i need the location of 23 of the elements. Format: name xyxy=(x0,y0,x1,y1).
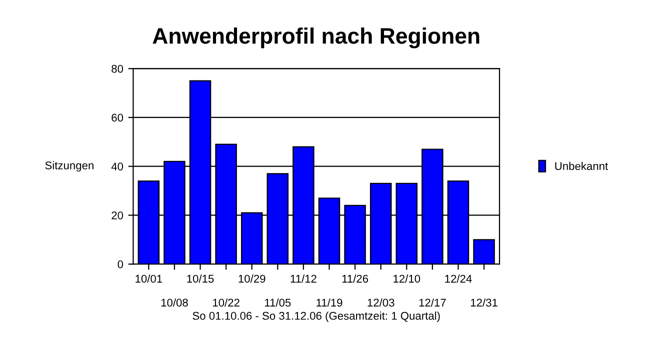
x-tick-label: 12/10 xyxy=(394,274,420,283)
x-tick-label: 10/22 xyxy=(213,298,240,307)
x-tick-label: 11/12 xyxy=(290,274,316,283)
chart-title: Anwenderprofil nach Regionen xyxy=(152,27,480,48)
x-tick-label: 10/15 xyxy=(187,274,214,283)
x-tick-label: 11/26 xyxy=(342,274,368,283)
y-tick-label: 20 xyxy=(112,212,124,220)
x-tick-label: 11/05 xyxy=(265,298,291,307)
x-tick-label: 12/31 xyxy=(470,298,498,307)
x-axis-title: So 01.10.06 - So 31.12.06 (Gesamtzeit: 1 Quartal) xyxy=(192,312,440,322)
x-tick-label: 12/17 xyxy=(419,298,446,307)
y-axis-title: Sitzungen xyxy=(45,161,94,172)
y-tick-label: 80 xyxy=(112,64,124,73)
y-tick-label: 40 xyxy=(111,162,124,170)
y-tick-label: 60 xyxy=(112,114,124,122)
x-tick-label: 12/03 xyxy=(368,298,394,307)
x-tick-label: 12/24 xyxy=(445,274,472,283)
legend-label: Unbekannt xyxy=(555,162,608,170)
y-tick-label: 0 xyxy=(118,260,124,268)
x-tick-label: 10/29 xyxy=(238,274,266,283)
x-tick-label: 10/01 xyxy=(136,274,162,283)
x-tick-label: 11/19 xyxy=(316,298,342,307)
x-tick-label: 10/08 xyxy=(161,298,188,307)
